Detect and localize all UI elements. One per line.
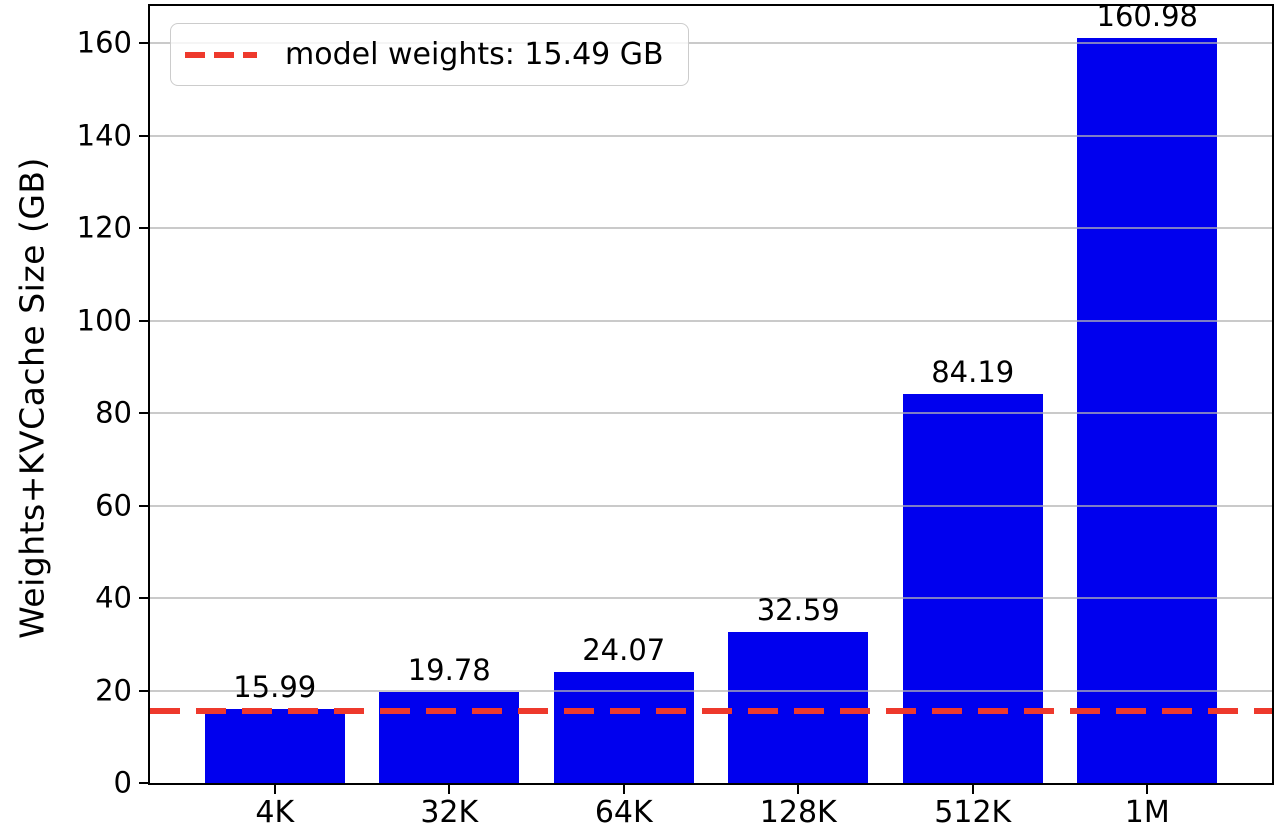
y-tick-label: 40 [95, 580, 132, 615]
gridline [150, 134, 1272, 137]
gridline [150, 504, 1272, 507]
bar-128K [728, 632, 869, 783]
bar-value-label: 84.19 [931, 354, 1015, 389]
legend-dashed-line-icon [185, 51, 257, 58]
x-tick-mark [1146, 785, 1149, 794]
x-tick-mark [273, 785, 276, 794]
plot-area: 0 20 40 60 80 100 120 140 160 15.99 19.78 24.07 32.… [77, 0, 1274, 828]
legend-label: model weights: 15.49 GB [285, 36, 664, 72]
y-tick-mark [139, 227, 148, 229]
y-axis-label: Weights+KVCache Size (GB) [12, 157, 52, 639]
x-tick-mark [448, 785, 451, 794]
gridline [150, 227, 1272, 229]
y-tick-mark [139, 42, 148, 44]
y-tick-mark [139, 134, 148, 137]
bar-4K [204, 709, 345, 783]
bar-value-label: 160.98 [1096, 0, 1198, 34]
x-tick-label: 1M [1124, 795, 1170, 830]
y-tick-label: 120 [76, 210, 132, 245]
gridline [150, 319, 1272, 322]
y-tick-label: 140 [76, 118, 132, 152]
bar-value-label: 32.59 [756, 593, 840, 628]
bar-value-label: 19.78 [407, 652, 491, 687]
x-tick-label: 4K [255, 795, 295, 830]
legend: model weights: 15.49 GB [170, 23, 689, 86]
y-tick-label: 160 [76, 25, 132, 60]
y-tick-label: 0 [113, 765, 132, 800]
model-weights-reference-line [150, 708, 1272, 715]
gridline [150, 689, 1272, 692]
x-tick-mark [971, 785, 974, 794]
x-tick-label: 128K [759, 795, 837, 830]
y-tick-mark [139, 412, 148, 414]
gridline [150, 42, 1272, 44]
x-tick-label: 32K [420, 795, 479, 830]
y-tick-mark [139, 782, 148, 784]
gridline [150, 412, 1272, 414]
y-tick-mark [139, 597, 148, 599]
bar-512K [902, 393, 1043, 783]
y-tick-label: 80 [95, 395, 132, 430]
y-tick-label: 100 [76, 303, 132, 337]
gridline [150, 597, 1272, 599]
y-tick-mark [139, 319, 148, 322]
bar-1M [1077, 38, 1218, 783]
x-tick-label: 64K [594, 795, 653, 830]
x-tick-mark [797, 785, 800, 794]
bar-64K [553, 671, 694, 783]
x-tick-mark [622, 785, 625, 794]
bar-value-label: 15.99 [233, 670, 317, 705]
bar-value-label: 24.07 [582, 632, 666, 667]
y-tick-label: 60 [95, 488, 132, 522]
x-tick-label: 512K [934, 795, 1012, 830]
y-tick-label: 20 [95, 673, 132, 707]
y-tick-mark [139, 689, 148, 692]
bar-32K [379, 691, 520, 783]
y-tick-mark [139, 504, 148, 507]
